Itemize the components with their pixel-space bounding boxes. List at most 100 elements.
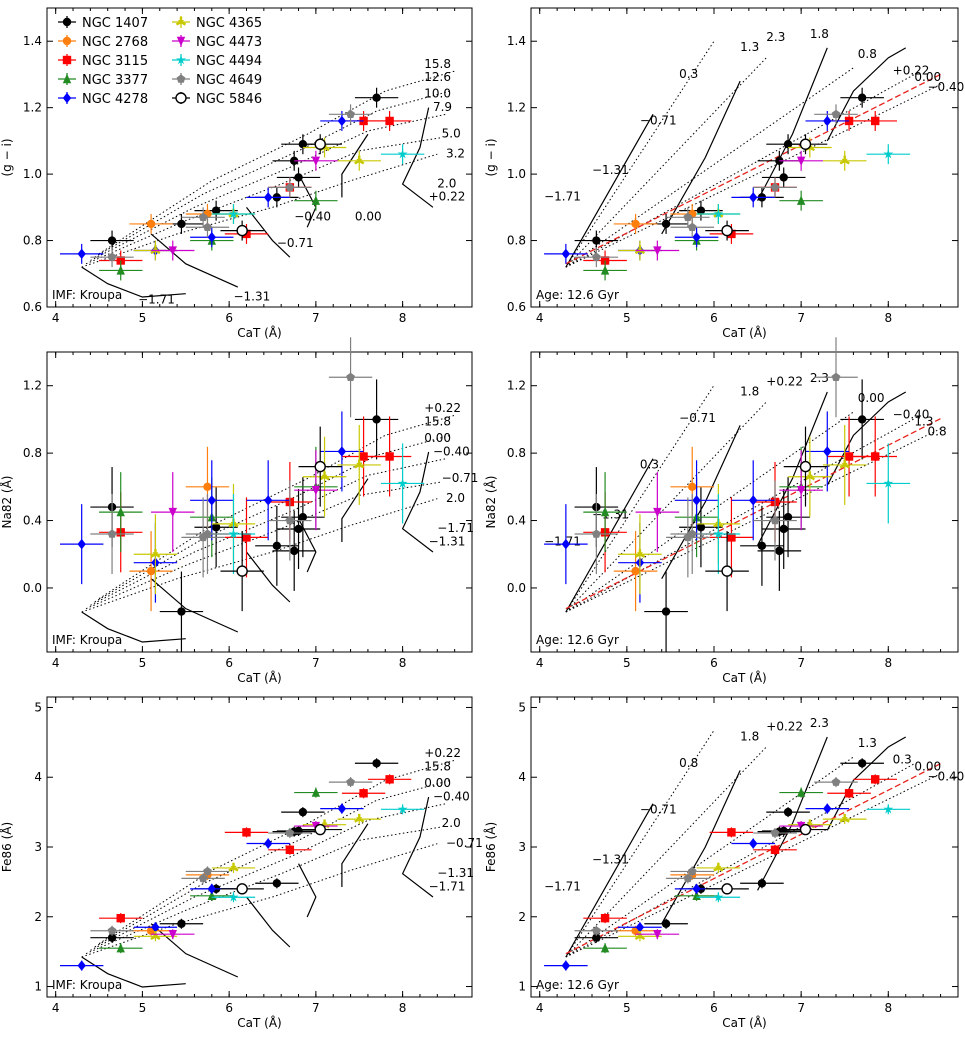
data-point: [687, 222, 697, 232]
data-point: [783, 512, 793, 522]
grid-label: −1.71: [544, 534, 581, 548]
data-point: [561, 960, 571, 971]
data-point: [211, 523, 221, 532]
grid-label: 3.2: [446, 147, 465, 161]
y-tick-label: 4: [518, 770, 526, 784]
legend-marker: [62, 73, 72, 84]
data-point: [346, 109, 355, 119]
grid-label: −1.31: [592, 163, 629, 177]
model-imf-line: [565, 385, 715, 613]
y-tick-label: 4: [34, 770, 42, 784]
grid-label: 1.3: [740, 40, 759, 54]
data-point: [591, 529, 601, 538]
data-point: [77, 538, 86, 550]
data-point: [692, 232, 701, 243]
data-point: [831, 777, 841, 786]
model-age-line: [81, 498, 438, 613]
x-tick-label: 4: [52, 1001, 60, 1015]
data-point: [228, 528, 239, 539]
data-point: [844, 452, 854, 461]
data-point: [687, 866, 697, 876]
data-point: [871, 775, 880, 784]
y-axis-label: (g − i): [0, 139, 14, 177]
data-point: [883, 148, 894, 159]
x-tick-label: 7: [797, 656, 805, 670]
data-point: [631, 566, 640, 576]
panel-annotation: Age: 12.6 Gyr: [536, 633, 619, 647]
data-point: [228, 208, 239, 219]
x-tick-label: 4: [536, 656, 544, 670]
data-point: [146, 566, 156, 576]
model-age-line: [85, 137, 442, 265]
model-age-line: [94, 779, 451, 948]
data-point: [107, 236, 117, 245]
data-point: [636, 934, 643, 939]
legend-marker: [176, 74, 186, 83]
model-metallicity-line: [401, 107, 434, 208]
y-tick-label: 0.8: [23, 446, 42, 460]
grid-label: 1.3: [914, 414, 933, 428]
data-point: [727, 533, 736, 542]
x-tick-label: 8: [399, 1001, 407, 1015]
panel-bottom-right: 4 5 6 7 8 1 2 3 4 5 CaT (Å) Fe86 (Å) Age: 12.6 Gyr +0…: [483, 696, 964, 1030]
data-point: [359, 789, 368, 798]
grid-label: −0.40: [433, 444, 470, 458]
grid-label: +0.22: [424, 401, 461, 415]
legend-marker: [176, 54, 186, 65]
y-axis-label: (g − i): [484, 139, 498, 177]
data-point: [653, 246, 662, 256]
y-tick-label: 1.2: [507, 379, 526, 393]
data-point: [823, 803, 832, 814]
panel-middle-left: 4 5 6 7 8 0.0 0.4 0.8 1.2 CaT (Å) Na82 (Å) IMF: Kro…: [0, 337, 478, 685]
data-point: [385, 775, 394, 784]
x-tick-label: 5: [139, 656, 147, 670]
data-point: [779, 173, 788, 182]
grid-label: −1.71: [429, 879, 466, 893]
y-tick-label: 0.8: [23, 234, 42, 248]
data-point: [871, 116, 880, 126]
data-point: [796, 787, 806, 797]
data-point: [116, 913, 125, 923]
data-point: [823, 115, 832, 127]
model-imf-line: [565, 746, 767, 958]
data-point: [321, 474, 328, 479]
y-axis-label: Fe86 (Å): [483, 822, 498, 872]
x-axis-label: CaT (Å): [237, 325, 281, 340]
x-tick-label: 5: [139, 1001, 147, 1015]
data-point: [857, 415, 867, 424]
data-point: [198, 212, 208, 222]
legend-marker: [62, 17, 72, 27]
model-age-line: [98, 70, 455, 255]
data-point: [146, 219, 156, 229]
grid-label: 0.8: [679, 756, 698, 770]
y-tick-label: 1.2: [23, 379, 42, 393]
x-tick-label: 6: [225, 656, 233, 670]
data-point: [77, 248, 86, 260]
model-metallicity-line: [246, 551, 291, 603]
data-point: [696, 523, 706, 532]
data-point: [636, 552, 643, 557]
grid-label: −0.71: [640, 803, 677, 817]
data-point: [242, 533, 251, 542]
data-point: [831, 372, 841, 382]
grid-label: −0.40: [433, 789, 470, 803]
plot-frame: [530, 7, 959, 308]
data-point: [770, 828, 780, 837]
data-point: [770, 845, 780, 854]
legend-marker: [62, 55, 72, 65]
data-point: [152, 552, 159, 557]
data-point: [289, 546, 299, 556]
data-point: [298, 807, 308, 817]
data-point: [168, 507, 177, 518]
data-point: [770, 182, 780, 192]
model-metallicity-line: [826, 391, 907, 486]
grid-label: −1.31: [592, 508, 629, 522]
grid-label: −0.40: [928, 80, 965, 94]
data-point: [207, 883, 216, 895]
data-point: [207, 495, 216, 506]
grid-label: 1.8: [740, 384, 759, 398]
legend-marker: [176, 36, 186, 47]
panel-annotation: IMF: Kroupa: [52, 288, 122, 302]
legend-label: NGC 4278: [82, 92, 148, 107]
